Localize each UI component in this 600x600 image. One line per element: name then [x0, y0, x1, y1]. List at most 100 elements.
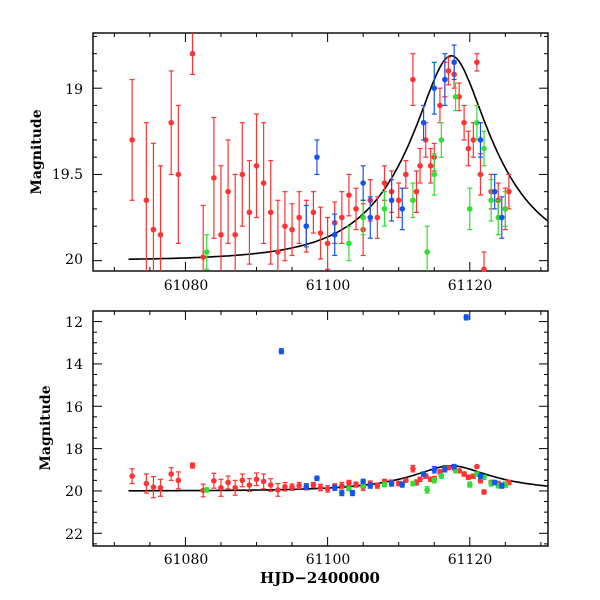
top-blue-point: [491, 188, 498, 195]
top-green-point: [431, 171, 438, 178]
bottom-y-tick-label-18: 18: [65, 442, 83, 458]
top-red-point: [339, 214, 345, 221]
top-blue-point: [367, 214, 374, 221]
top-green-point: [474, 119, 480, 126]
top-red-point: [445, 68, 452, 74]
bottom-green-point: [203, 487, 210, 493]
top-red-point: [150, 226, 157, 233]
bottom-red-point: [310, 482, 317, 488]
top-model-curve: [128, 54, 549, 261]
bottom-red-point: [289, 484, 295, 490]
bottom-blue-point: [442, 465, 448, 472]
top-red-point: [246, 209, 253, 216]
top-red-point: [296, 214, 302, 221]
top-red-point: [461, 119, 467, 126]
bottom-red-point: [143, 480, 150, 487]
top-y-ticks: [93, 35, 548, 262]
bottom-red-point: [481, 489, 487, 495]
top-blue-point: [399, 206, 406, 212]
bottom-red-point: [296, 482, 302, 489]
bottom-blue-point: [388, 480, 395, 487]
bottom-y-tick-label-12: 12: [65, 315, 83, 331]
bottom-blue-point: [491, 479, 498, 486]
bottom-blue-point: [339, 490, 345, 496]
top-blue-point: [331, 231, 338, 238]
bottom-red-point: [417, 476, 423, 483]
bottom-red-point: [461, 471, 467, 477]
top-blue-point: [451, 59, 457, 66]
top-red-point: [232, 231, 238, 238]
top-red-point: [157, 231, 164, 238]
top-red-point: [239, 171, 246, 178]
bottom-red-point: [324, 486, 331, 492]
bottom-red-point: [275, 487, 281, 493]
bottom-blue-point: [278, 348, 285, 355]
bottom-green-point: [410, 480, 416, 487]
bottom-red-point: [410, 465, 416, 472]
top-red-point: [381, 180, 388, 186]
top-blue-point: [314, 154, 320, 160]
top-data-points: [129, 33, 512, 273]
top-red-point: [260, 180, 267, 186]
bottom-red-point: [239, 477, 246, 484]
bottom-red-point: [168, 471, 175, 477]
bottom-red-point: [339, 482, 345, 489]
bottom-green-point: [424, 487, 430, 493]
bottom-red-point: [175, 477, 182, 484]
top-red-point: [417, 162, 423, 169]
bottom-red-point: [437, 469, 443, 475]
bottom-green-point: [431, 477, 438, 484]
top-red-point: [410, 76, 416, 83]
top-red-point: [506, 188, 512, 195]
top-red-point: [346, 192, 352, 198]
bottom-blue-point: [477, 473, 484, 479]
top-blue-point: [388, 197, 395, 204]
bottom-green-point: [452, 468, 459, 474]
bottom-green-point: [466, 481, 473, 488]
top-red-point: [427, 162, 434, 169]
bottom-blue-point: [303, 483, 310, 490]
top-green-point: [502, 206, 509, 212]
top-panel: 19 19.5 20 61080 61100 61120 Magnitude: [29, 32, 549, 294]
bottom-y-axis-label: Magnitude: [38, 385, 54, 470]
bottom-x-tick-label-61100: 61100: [306, 552, 351, 568]
bottom-x-ticks: [113, 311, 542, 546]
bottom-red-point: [189, 462, 196, 469]
top-green-point: [452, 94, 459, 100]
top-red-point: [289, 226, 295, 233]
bottom-red-point: [346, 480, 352, 486]
bottom-blue-point: [367, 482, 374, 489]
top-red-point: [225, 188, 231, 195]
bottom-red-point: [374, 482, 381, 489]
top-blue-point: [498, 214, 505, 221]
top-red-point: [129, 137, 135, 143]
bottom-x-tick-label-61120: 61120: [448, 552, 493, 568]
bottom-blue-point: [431, 466, 438, 473]
bottom-red-point: [282, 483, 288, 490]
bottom-data-points: [129, 314, 512, 499]
bottom-red-point: [150, 484, 157, 490]
top-red-point: [324, 240, 331, 247]
top-green-point: [203, 249, 210, 255]
bottom-red-point: [317, 484, 324, 491]
bottom-blue-point: [463, 314, 470, 321]
bottom-blue-point: [331, 484, 338, 491]
top-green-point: [346, 240, 352, 247]
bottom-red-point: [353, 481, 359, 488]
top-red-point: [481, 266, 487, 273]
top-red-point: [282, 223, 288, 229]
top-red-point: [465, 145, 472, 152]
top-x-tick-label-61120: 61120: [448, 278, 493, 294]
bottom-panel: 12 14 16 18 20 22 61080 61100 61120 Magn…: [38, 310, 549, 587]
bottom-y-tick-label-22: 22: [65, 527, 83, 543]
bottom-red-point: [232, 484, 238, 491]
top-green-point: [424, 249, 430, 255]
top-blue-point: [303, 223, 310, 229]
bottom-red-point: [246, 482, 253, 488]
bottom-blue-point: [451, 463, 457, 470]
top-red-point: [267, 209, 274, 216]
top-y-tick-label-19.5: 19.5: [52, 167, 83, 183]
top-blue-point: [360, 180, 366, 186]
bottom-green-point: [381, 481, 388, 488]
top-red-point: [253, 162, 260, 169]
